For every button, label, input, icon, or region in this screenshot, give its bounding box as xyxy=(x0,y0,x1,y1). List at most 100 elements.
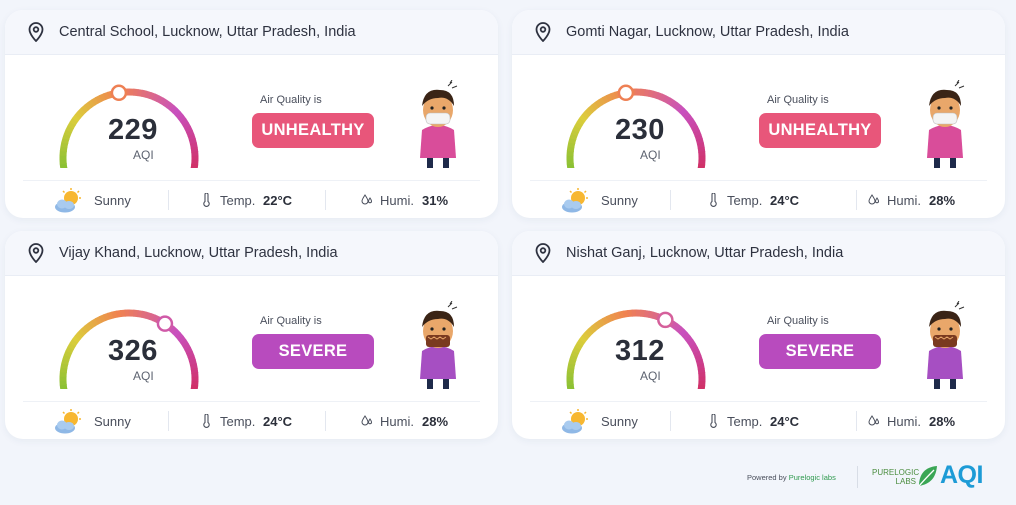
powered-by-label: Powered by xyxy=(747,473,787,482)
air-quality-label: Air Quality is xyxy=(767,315,829,327)
weather-text: Sunny xyxy=(94,414,131,429)
separator xyxy=(857,466,858,488)
gauge-arc-segment xyxy=(190,163,199,168)
gauge-indicator xyxy=(657,311,674,329)
aqi-gauge xyxy=(59,84,199,168)
powered-by-brand[interactable]: Purelogic labs xyxy=(788,473,836,482)
thermometer-icon xyxy=(710,193,717,207)
purelogic-logo-text: PURELOGIC LABS xyxy=(872,468,920,486)
coughing-person-icon xyxy=(927,301,965,389)
aqi-value: 326 xyxy=(108,335,158,367)
air-quality-label: Air Quality is xyxy=(767,94,829,106)
aqi-unit: AQI xyxy=(640,148,661,162)
separator xyxy=(168,411,169,431)
humidity-label: Humi. xyxy=(887,193,921,208)
status-badge: SEVERE xyxy=(252,334,374,369)
humidity-value: 28% xyxy=(929,193,956,208)
aqi-logo: AQI xyxy=(940,461,983,489)
aqi-card: Gomti Nagar, Lucknow, Uttar Pradesh, Ind… xyxy=(512,10,1005,218)
separator xyxy=(856,190,857,210)
gauge-indicator xyxy=(617,84,635,102)
status-badge: UNHEALTHY xyxy=(759,113,881,148)
separator xyxy=(670,411,671,431)
humidity-value: 28% xyxy=(422,414,449,429)
leaf-icon xyxy=(918,466,937,487)
card-header: Nishat Ganj, Lucknow, Uttar Pradesh, Ind… xyxy=(512,231,1005,276)
temp-value: 22°C xyxy=(263,193,293,208)
aqi-unit: AQI xyxy=(133,148,154,162)
gauge-arc-segment xyxy=(697,163,706,168)
coughing-person-icon xyxy=(420,301,458,389)
separator xyxy=(168,190,169,210)
divider xyxy=(23,401,480,402)
aqi-card: Vijay Khand, Lucknow, Uttar Pradesh, Ind… xyxy=(5,231,498,439)
humidity-label: Humi. xyxy=(380,193,414,208)
separator xyxy=(670,190,671,210)
humidity-label: Humi. xyxy=(380,414,414,429)
gauge-arc-segment xyxy=(190,384,199,389)
masked-person-icon xyxy=(927,80,965,168)
logo-line2: LABS xyxy=(895,477,916,486)
location-pin-icon xyxy=(534,22,552,42)
weather-row: Sunny Temp. 24°C Humi. 28% xyxy=(512,403,1005,437)
air-quality-label: Air Quality is xyxy=(260,94,322,106)
separator xyxy=(325,190,326,210)
gauge-indicator xyxy=(156,315,174,332)
thermometer-icon xyxy=(203,193,210,207)
separator xyxy=(856,411,857,431)
location-name: Nishat Ganj, Lucknow, Uttar Pradesh, Ind… xyxy=(566,245,844,261)
gauge-indicator xyxy=(110,84,128,102)
aqi-gauge xyxy=(566,84,706,168)
aqi-unit: AQI xyxy=(640,369,661,383)
thermometer-icon xyxy=(203,414,210,428)
logo-line1: PURELOGIC xyxy=(872,468,920,477)
aqi-value: 230 xyxy=(615,114,665,146)
temp-label: Temp. xyxy=(220,414,256,429)
aqi-card: Nishat Ganj, Lucknow, Uttar Pradesh, Ind… xyxy=(512,231,1005,439)
humidity-icon xyxy=(361,415,373,426)
humidity-value: 31% xyxy=(422,193,449,208)
divider xyxy=(530,401,987,402)
sun-cloud-icon xyxy=(562,409,588,434)
card-header: Gomti Nagar, Lucknow, Uttar Pradesh, Ind… xyxy=(512,10,1005,55)
aqi-unit: AQI xyxy=(133,369,154,383)
sun-cloud-icon xyxy=(55,188,81,213)
temp-value: 24°C xyxy=(770,193,800,208)
aqi-gauge xyxy=(566,309,706,389)
gauge-arc-segment xyxy=(697,384,706,389)
card-header: Vijay Khand, Lucknow, Uttar Pradesh, Ind… xyxy=(5,231,498,276)
location-name: Central School, Lucknow, Uttar Pradesh, … xyxy=(59,24,356,40)
separator xyxy=(325,411,326,431)
humidity-icon xyxy=(361,194,373,205)
masked-person-icon xyxy=(420,80,458,168)
status-badge: SEVERE xyxy=(759,334,881,369)
status-badge: UNHEALTHY xyxy=(252,113,374,148)
temp-label: Temp. xyxy=(727,193,763,208)
weather-text: Sunny xyxy=(94,193,131,208)
location-pin-icon xyxy=(27,243,45,263)
weather-text: Sunny xyxy=(601,193,638,208)
temp-value: 24°C xyxy=(770,414,800,429)
aqi-value: 312 xyxy=(615,335,665,367)
humidity-label: Humi. xyxy=(887,414,921,429)
aqi-value: 229 xyxy=(108,114,158,146)
location-name: Gomti Nagar, Lucknow, Uttar Pradesh, Ind… xyxy=(566,24,849,40)
humidity-icon xyxy=(868,415,880,426)
temp-label: Temp. xyxy=(220,193,256,208)
sun-cloud-icon xyxy=(55,409,81,434)
location-name: Vijay Khand, Lucknow, Uttar Pradesh, Ind… xyxy=(59,245,338,261)
powered-by: Powered by Purelogic labs xyxy=(747,473,836,482)
humidity-value: 28% xyxy=(929,414,956,429)
location-pin-icon xyxy=(534,243,552,263)
weather-text: Sunny xyxy=(601,414,638,429)
air-quality-label: Air Quality is xyxy=(260,315,322,327)
weather-row: Sunny Temp. 24°C Humi. 28% xyxy=(512,182,1005,216)
temp-label: Temp. xyxy=(727,414,763,429)
location-pin-icon xyxy=(27,22,45,42)
temp-value: 24°C xyxy=(263,414,293,429)
aqi-card: Central School, Lucknow, Uttar Pradesh, … xyxy=(5,10,498,218)
aqi-gauge xyxy=(59,309,199,389)
divider xyxy=(23,180,480,181)
weather-row: Sunny Temp. 22°C Humi. 31% xyxy=(5,182,498,216)
thermometer-icon xyxy=(710,414,717,428)
